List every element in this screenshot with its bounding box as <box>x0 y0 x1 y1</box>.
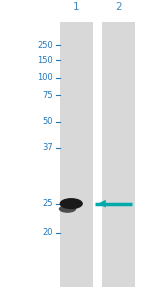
Text: 150: 150 <box>38 56 53 64</box>
Text: 25: 25 <box>43 199 53 208</box>
Text: 75: 75 <box>43 91 53 100</box>
Text: 37: 37 <box>42 144 53 152</box>
Ellipse shape <box>60 198 83 209</box>
Text: 250: 250 <box>38 41 53 50</box>
Text: 50: 50 <box>43 117 53 126</box>
Text: 100: 100 <box>38 73 53 82</box>
Text: 2: 2 <box>115 2 122 12</box>
Bar <box>102 22 135 287</box>
Text: 1: 1 <box>73 2 80 12</box>
Bar <box>60 22 93 287</box>
Text: 20: 20 <box>43 229 53 237</box>
Ellipse shape <box>59 205 76 213</box>
